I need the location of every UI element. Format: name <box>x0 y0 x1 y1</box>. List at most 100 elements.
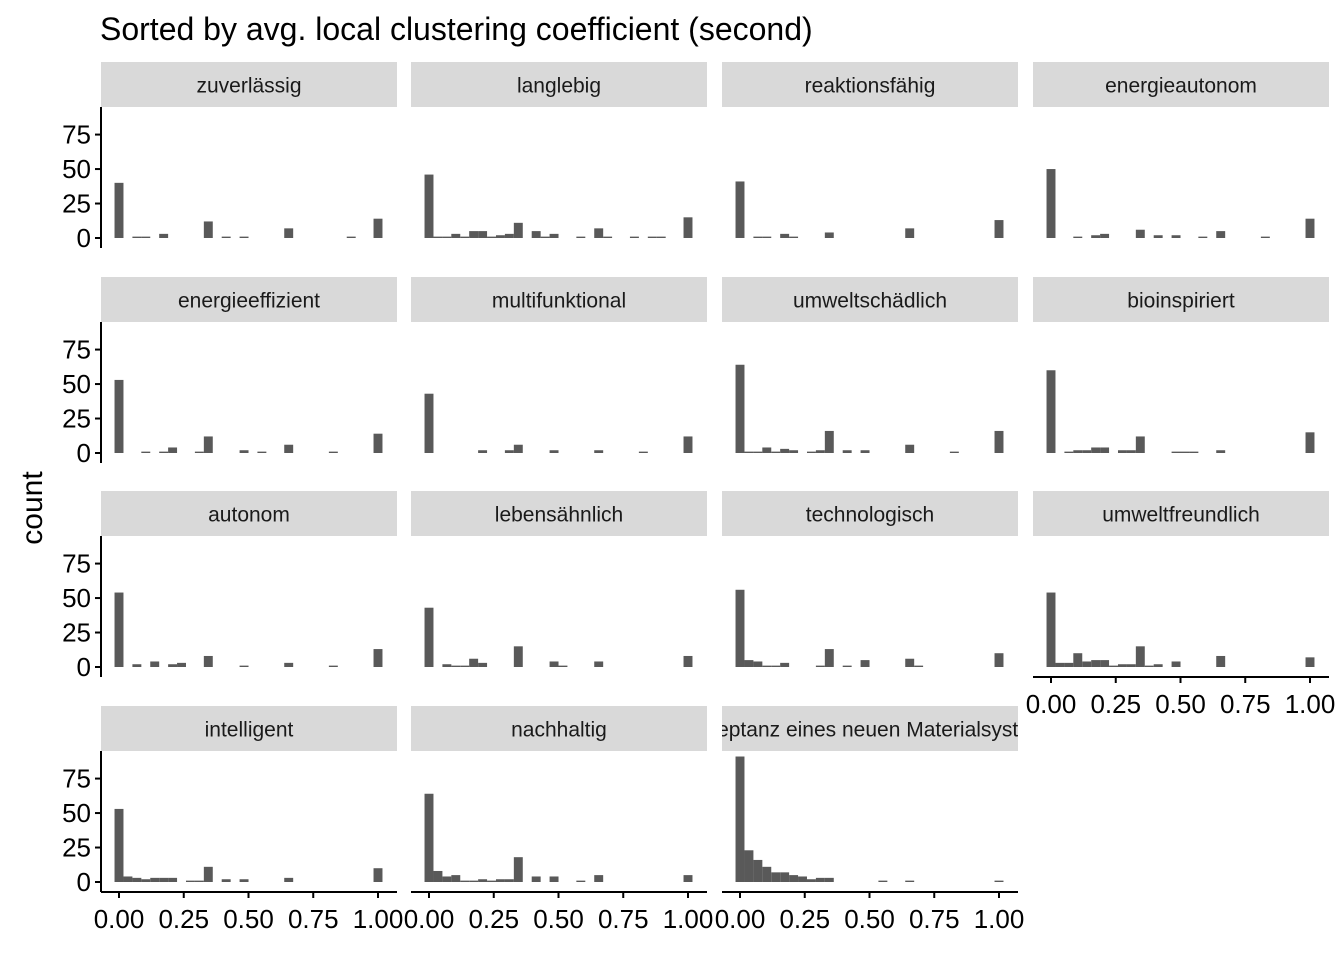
histogram-bar <box>478 231 488 238</box>
histogram-bar <box>1260 236 1270 238</box>
histogram-bar <box>594 228 604 238</box>
facet-panel: energieeffizient 0 25 50 75 <box>62 277 397 468</box>
histogram-bar <box>1100 660 1110 667</box>
histogram-bar <box>1117 450 1127 453</box>
histogram-bar <box>1171 661 1181 667</box>
histogram-bar <box>424 607 434 667</box>
histogram-bar <box>629 236 639 238</box>
histogram-bar <box>762 447 772 453</box>
facet-strip <box>722 491 1018 536</box>
histogram-bar <box>576 880 586 882</box>
x-tick-label: 0.25 <box>1090 689 1141 719</box>
facet-strip <box>411 491 707 536</box>
facet-strip <box>101 706 397 751</box>
histogram-bar <box>504 233 514 238</box>
histogram-bar <box>132 236 142 238</box>
histogram-bar <box>150 877 160 882</box>
histogram-bar <box>1064 451 1074 453</box>
facet-strip <box>101 277 397 322</box>
histogram-bar <box>1216 450 1226 453</box>
histogram-bar <box>780 662 790 667</box>
x-tick-label: 0.25 <box>779 904 830 934</box>
histogram-bar <box>860 660 870 667</box>
histogram-bar <box>442 236 452 238</box>
histogram-bar <box>789 450 799 453</box>
histogram-bar <box>373 868 383 882</box>
histogram-bar <box>905 880 915 882</box>
facet-strip-label: umweltschädlich <box>793 290 947 313</box>
histogram-bar <box>114 592 124 667</box>
histogram-bar <box>442 664 452 667</box>
histogram-bar <box>132 664 142 667</box>
histogram-bar <box>513 222 523 238</box>
x-tick-label: 1.00 <box>353 904 404 934</box>
histogram-bar <box>1046 370 1056 453</box>
x-tick-label: 0.00 <box>715 904 766 934</box>
histogram-bar <box>460 880 470 882</box>
histogram-bar <box>1126 450 1136 453</box>
histogram-bar <box>914 665 924 667</box>
facet-panel: multifunktional <box>411 277 707 453</box>
histogram-bar <box>373 433 383 453</box>
facet-strip <box>101 491 397 536</box>
histogram-bar <box>168 664 178 667</box>
x-tick-label: 0.75 <box>1220 689 1271 719</box>
facet-strip <box>722 706 1018 751</box>
histogram-bar <box>549 661 559 667</box>
y-tick-label: 75 <box>62 549 91 579</box>
histogram-bar <box>1153 664 1163 667</box>
histogram-bar <box>1100 233 1110 238</box>
facet-strip <box>1033 62 1329 107</box>
histogram-bar <box>346 236 356 238</box>
facet-strip-label: technologisch <box>806 504 934 527</box>
y-tick-label: 75 <box>62 764 91 794</box>
histogram-bar <box>1171 235 1181 238</box>
histogram-bar <box>284 662 294 667</box>
histogram-bar <box>1064 662 1074 667</box>
histogram-bar <box>478 450 488 453</box>
histogram-bar <box>842 450 852 453</box>
histogram-bar <box>1135 646 1145 667</box>
histogram-bar <box>513 857 523 882</box>
histogram-bar <box>141 236 151 238</box>
histogram-bar <box>753 236 763 238</box>
histogram-bar <box>824 430 834 453</box>
histogram-bar <box>815 877 825 882</box>
histogram-bar <box>683 875 693 882</box>
histogram-bar <box>451 875 461 882</box>
histogram-bar <box>221 236 231 238</box>
histogram-bar <box>424 393 434 453</box>
histogram-bar <box>123 876 133 882</box>
y-tick-label: 50 <box>62 154 91 184</box>
histogram-bar <box>203 221 213 238</box>
histogram-bar <box>433 236 443 238</box>
histogram-bar <box>905 658 915 667</box>
histogram-bar <box>994 430 1004 453</box>
histogram-bar <box>771 665 781 667</box>
y-tick-label: 0 <box>77 223 91 253</box>
facet-strip <box>1033 491 1329 536</box>
histogram-bar <box>949 451 959 453</box>
histogram-bar <box>753 451 763 453</box>
histogram-bar <box>1073 450 1083 453</box>
histogram-bar <box>798 876 807 882</box>
facet-strip-label: reaktionsfähig <box>805 75 936 98</box>
histogram-bar <box>905 444 915 453</box>
facet-panel: umweltschädlich <box>722 277 1018 453</box>
histogram-bar <box>549 233 559 238</box>
histogram-bar <box>513 444 523 453</box>
facet-panel: autonom 0 25 50 75 <box>62 491 397 682</box>
histogram-bar <box>806 451 816 453</box>
facet-strip <box>411 62 707 107</box>
histogram-bar <box>373 649 383 667</box>
histogram-bar <box>1189 451 1199 453</box>
histogram-bar <box>203 436 213 453</box>
histogram-bar <box>1171 451 1181 453</box>
histogram-bar <box>478 662 488 667</box>
x-tick-label: 1.00 <box>974 904 1025 934</box>
histogram-bar <box>815 450 825 453</box>
histogram-bar <box>744 660 754 667</box>
histogram-bar <box>683 436 693 453</box>
histogram-bar <box>905 228 915 238</box>
